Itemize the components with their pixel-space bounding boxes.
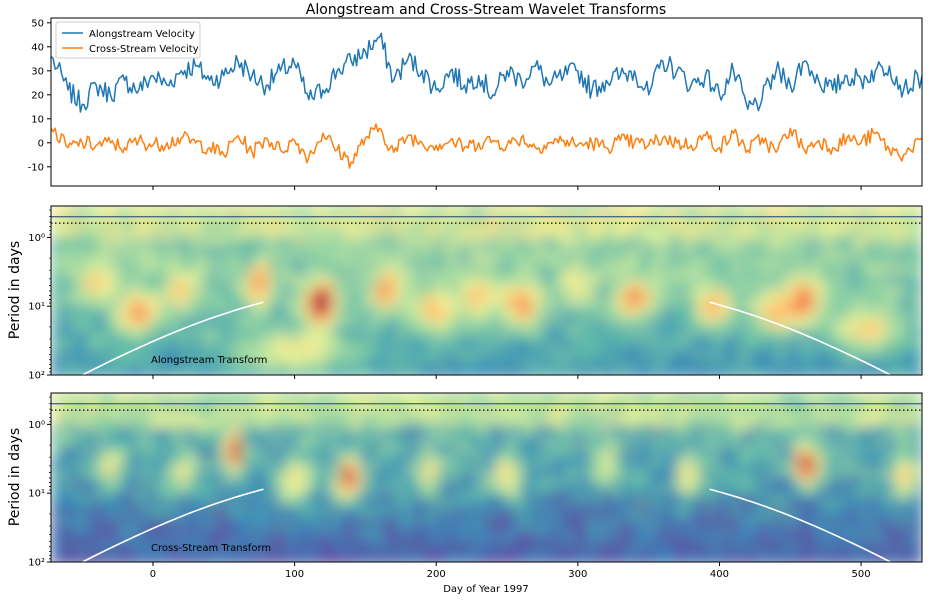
- x-tick-label: 0: [150, 569, 156, 580]
- y-tick-label: 40: [31, 42, 44, 53]
- velocity-panel: -10 0 10 20 30 40 50 Alongstream Velocity Cros…: [28, 17, 923, 190]
- velocity-x-ticks: [152, 186, 862, 190]
- y-tick-label: 10¹: [28, 302, 45, 313]
- cross-stream-wavelet-panel: 10⁰ 10¹ 10² 0 100 200 300 400 500 Period in day…: [7, 392, 923, 580]
- x-tick-label: 200: [427, 569, 446, 580]
- y-tick-label: 10: [31, 114, 44, 125]
- series-line-alongstream: [51, 32, 922, 113]
- alongstream-x-ticks: [152, 375, 862, 379]
- y-tick-label: 10²: [28, 371, 45, 382]
- y-tick-label: 0: [38, 138, 44, 149]
- x-tick-label: 500: [852, 569, 871, 580]
- cross-stream-wavelet-heatmap: [51, 393, 922, 562]
- cross-stream-frame: [50, 392, 923, 563]
- y-tick-label: -10: [28, 162, 44, 173]
- x-axis-label: Day of Year 1997: [443, 584, 529, 595]
- alongstream-wavelet-overlays: [51, 215, 922, 375]
- cross-stream-y-axis: 10⁰ 10¹ 10²: [28, 396, 51, 569]
- y-tick-label: 30: [31, 66, 44, 77]
- y-tick-label: 10⁰: [28, 420, 45, 431]
- y-tick-label: 10⁰: [28, 233, 45, 244]
- alongstream-y-axis: 10⁰ 10¹ 10²: [28, 209, 51, 382]
- cone-of-influence-left: [80, 488, 264, 562]
- alongstream-wavelet-heatmap: [51, 206, 922, 375]
- legend-label-alongstream: Alongstream Velocity: [89, 29, 195, 40]
- chart-title: Alongstream and Cross-Stream Wavelet Tra…: [306, 2, 666, 18]
- cross-stream-x-axis: 0 100 200 300 400 500: [150, 562, 871, 580]
- alongstream-wavelet-panel: 10⁰ 10¹ 10² Period in days Alongstream Tra…: [7, 205, 923, 382]
- y-tick-label: 20: [31, 90, 44, 101]
- velocity-y-axis: -10 0 10 20 30 40 50: [28, 18, 51, 173]
- y-tick-label: 50: [31, 18, 44, 29]
- alongstream-frame: [50, 205, 923, 376]
- y-tick-label: 10¹: [28, 489, 45, 500]
- cross-stream-ylabel: Period in days: [7, 428, 23, 526]
- alongstream-annotation: Alongstream Transform: [151, 355, 267, 366]
- legend-label-cross-stream: Cross-Stream Velocity: [89, 44, 199, 55]
- series-line-cross-stream: [51, 123, 922, 169]
- cross-stream-wavelet-overlays: [51, 402, 922, 562]
- alongstream-ylabel: Period in days: [7, 241, 23, 339]
- cross-stream-annotation: Cross-Stream Transform: [151, 543, 271, 554]
- velocity-frame: [50, 17, 923, 187]
- x-tick-label: 300: [568, 569, 587, 580]
- legend: Alongstream Velocity Cross-Stream Veloci…: [55, 21, 201, 59]
- legend-box: [55, 21, 201, 59]
- x-tick-label: 400: [710, 569, 729, 580]
- velocity-lines: [51, 32, 922, 169]
- cone-of-influence-right: [709, 301, 893, 375]
- y-tick-label: 10²: [28, 558, 45, 569]
- x-tick-label: 100: [285, 569, 304, 580]
- cone-of-influence-right: [709, 488, 893, 562]
- cone-of-influence-left: [80, 301, 264, 375]
